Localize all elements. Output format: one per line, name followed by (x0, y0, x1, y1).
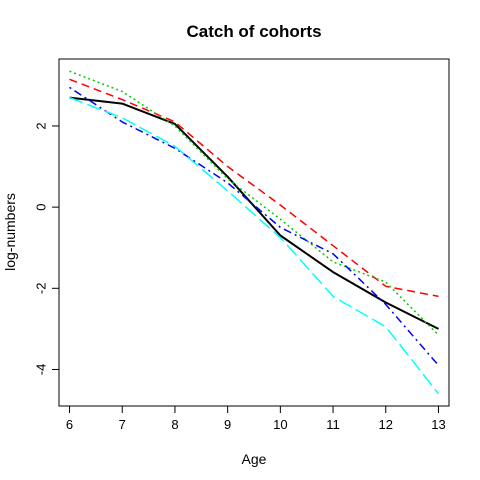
x-axis: 6 7 8 9 10 11 12 13 (66, 405, 446, 432)
x-tick-label: 11 (326, 417, 340, 432)
x-tick-label: 7 (119, 417, 126, 432)
series-line-1 (69, 96, 439, 330)
series-lines (69, 70, 440, 395)
x-tick-label: 13 (431, 417, 445, 432)
chart-title: Catch of cohorts (186, 22, 321, 41)
x-tick-label: 10 (273, 417, 287, 432)
y-tick-label: 0 (34, 204, 49, 211)
series-line-5 (69, 96, 440, 395)
y-tick-label: -2 (34, 283, 49, 295)
y-tick-label: 2 (34, 122, 49, 129)
x-tick-label: 12 (379, 417, 393, 432)
series-line-3 (69, 70, 440, 336)
series-line-4 (69, 86, 440, 366)
x-tick-label: 8 (171, 417, 178, 432)
y-axis: -4 -2 0 2 (34, 122, 60, 375)
y-axis-label: log-numbers (2, 193, 18, 271)
x-axis-label: Age (242, 451, 267, 467)
x-tick-label: 6 (66, 417, 73, 432)
x-tick-label: 9 (224, 417, 231, 432)
y-tick-label: -4 (34, 364, 49, 376)
